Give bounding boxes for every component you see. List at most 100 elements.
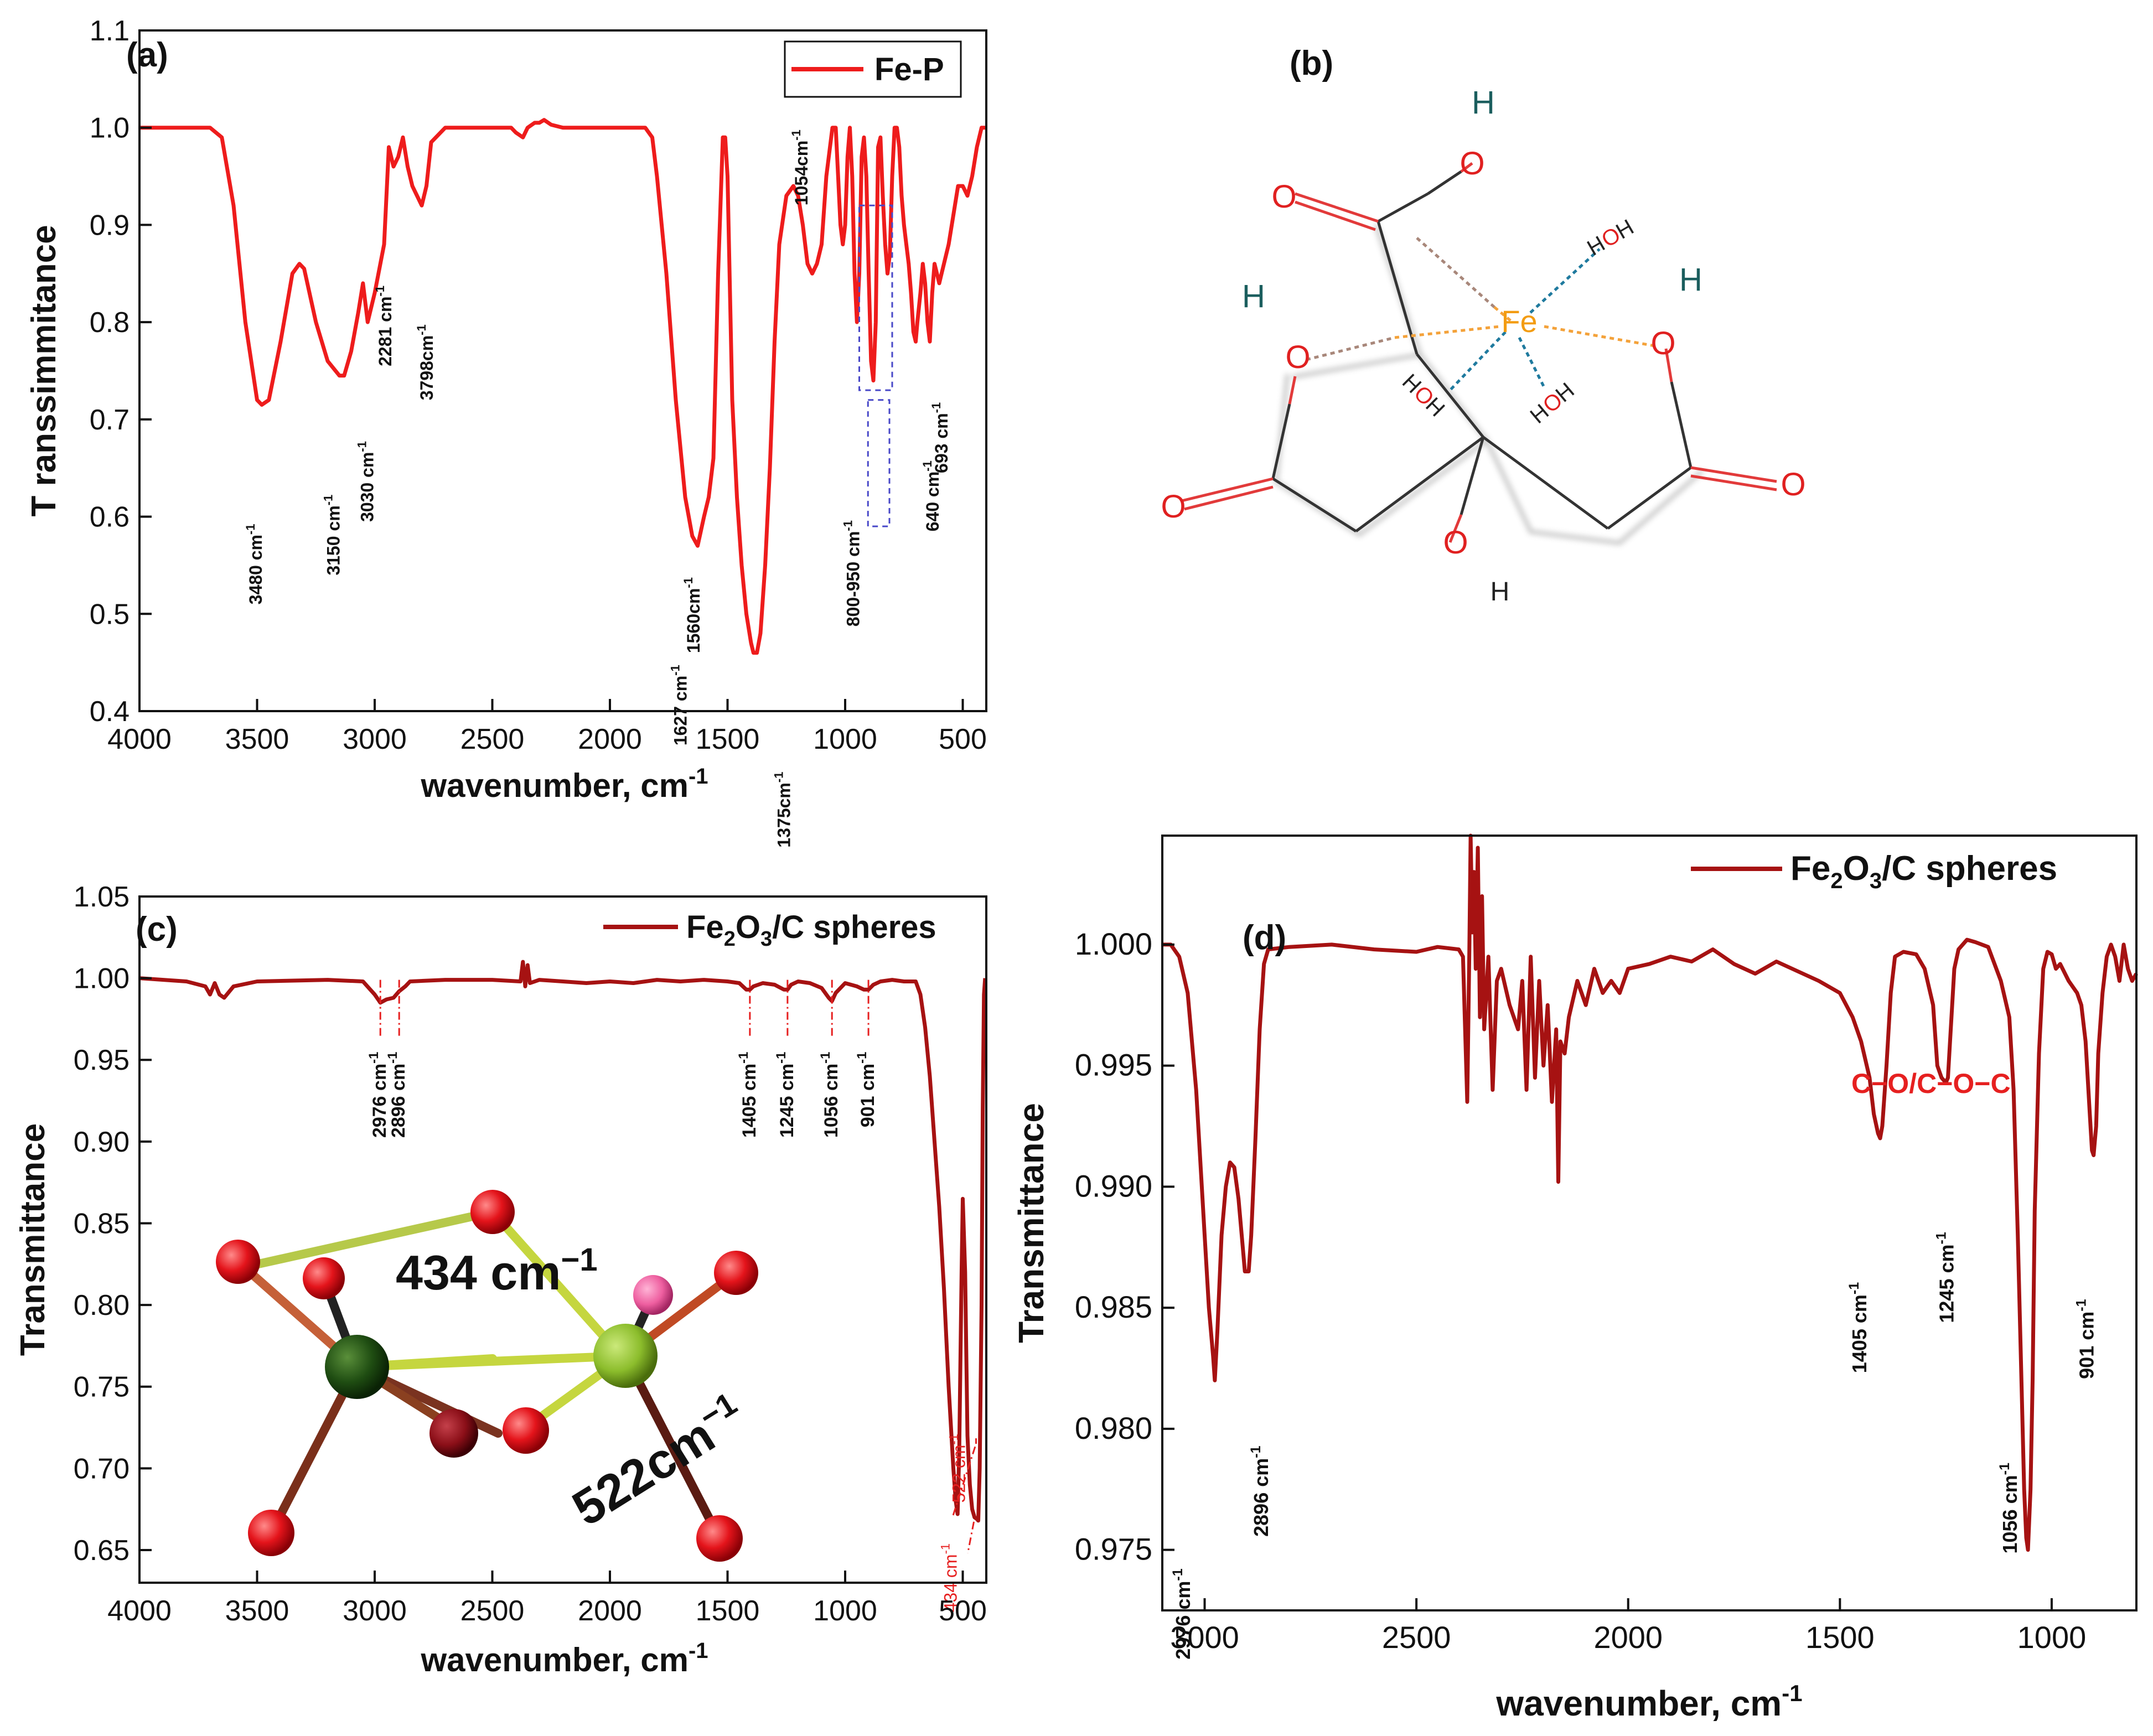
molecule-atoms: Fe H O O H O O H O O O H H O H H O H bbox=[1161, 85, 1805, 607]
x-tick-label: 1500 bbox=[1805, 1620, 1875, 1655]
y-tick-label: 0.7 bbox=[90, 404, 130, 436]
y-tick-label: 0.6 bbox=[90, 501, 130, 533]
x-tick-label: 2000 bbox=[1593, 1620, 1663, 1655]
inset-atom-fe bbox=[325, 1335, 389, 1399]
peak-label: 640 cm-1 bbox=[920, 460, 943, 531]
peak-label: 2896 cm-1 bbox=[1248, 1445, 1272, 1536]
y-tick-label: 0.75 bbox=[74, 1371, 130, 1403]
y-tick-label: 0.9 bbox=[90, 209, 130, 241]
peak-label: 800-950 cm-1 bbox=[841, 520, 863, 626]
panel-d-ylabel: Transmittance bbox=[1011, 1103, 1051, 1343]
panel-a-legend: Fe-P bbox=[784, 40, 962, 98]
water-1: H O H bbox=[1583, 215, 1638, 261]
panel-d-annotations: 2976 cm-1 2896 cm-1 1405 cm-1 1245 cm-1 1056… bbox=[1170, 1232, 2098, 1660]
y-tick-label: 1.0 bbox=[90, 112, 130, 144]
panel-a-frame bbox=[138, 29, 987, 712]
atom-o-bottom: O bbox=[1443, 525, 1468, 561]
peak-label: 901 cm-1 bbox=[855, 1051, 878, 1127]
x-tick-label: 3000 bbox=[343, 1595, 407, 1627]
y-tick-label: 0.8 bbox=[90, 307, 130, 339]
panel-a-annotations: 3480 cm-1 3150 cm-1 3030 cm-1 2281 cm-1 3798… bbox=[244, 129, 951, 847]
atom-h-bottom: H bbox=[1490, 577, 1510, 607]
panel-c-legend: Fe2O3/C spheres bbox=[603, 909, 936, 951]
y-tick-label: 0.990 bbox=[1075, 1168, 1152, 1203]
peak-label: 901 cm-1 bbox=[2074, 1299, 2098, 1379]
peak-label: 2976 cm-1 bbox=[366, 1051, 390, 1138]
x-tick-label: 2500 bbox=[1382, 1620, 1451, 1655]
x-tick-label: 2500 bbox=[460, 1595, 525, 1627]
x-tick-label: 500 bbox=[939, 723, 987, 755]
peak-label: 2281 cm-1 bbox=[373, 286, 395, 366]
molecule-carbonyl-bonds bbox=[1181, 162, 1777, 543]
panel-d-red-annotation: C−O/C−O−C bbox=[1851, 1068, 2011, 1099]
atom-h-left: H bbox=[1242, 278, 1265, 314]
panel-c-inset-structure: 434 cm−1 522cm−1 bbox=[216, 1190, 758, 1562]
atom-o-right: O bbox=[1650, 325, 1675, 361]
molecule-shadow bbox=[1274, 224, 1704, 546]
atom-o-carbonyl-1: O bbox=[1271, 179, 1296, 215]
inset-atom-o bbox=[216, 1240, 260, 1284]
atom-o-left: O bbox=[1285, 339, 1310, 375]
atom-h-right: H bbox=[1679, 262, 1702, 298]
panel-c-y-tick-labels: 0.65 0.70 0.75 0.80 0.85 0.90 0.95 1.00 1.05 bbox=[74, 881, 152, 1567]
atom-o-carbonyl-3: O bbox=[1781, 467, 1805, 502]
x-tick-label: 3500 bbox=[225, 723, 289, 755]
peak-label: 1245 cm-1 bbox=[1933, 1232, 1958, 1323]
y-tick-label: 0.975 bbox=[1075, 1532, 1152, 1567]
inset-atom-o bbox=[714, 1251, 758, 1295]
panel-c-label: (c) bbox=[136, 910, 178, 949]
x-tick-label: 1000 bbox=[813, 1595, 877, 1627]
peak-label: 3030 cm-1 bbox=[355, 441, 377, 522]
atom-o-top: O bbox=[1460, 146, 1484, 182]
panel-b-molecule: (b) bbox=[1161, 44, 1805, 607]
panel-c-ylabel: Transmittance bbox=[14, 1123, 52, 1356]
panel-c-xlabel: wavenumber, cm-1 bbox=[420, 1639, 708, 1678]
molecule-bonds bbox=[1271, 170, 1693, 533]
inset-label-522: 522cm−1 bbox=[561, 1386, 755, 1537]
panel-d-label: (d) bbox=[1243, 919, 1286, 957]
inset-atom-o bbox=[248, 1510, 294, 1556]
x-tick-label: 4000 bbox=[107, 1595, 172, 1627]
panel-d-frame bbox=[1161, 835, 2138, 1611]
x-tick-label: 3500 bbox=[225, 1595, 289, 1627]
y-tick-label: 0.995 bbox=[1075, 1048, 1152, 1082]
x-tick-label: 3000 bbox=[1170, 1620, 1239, 1655]
x-tick-label: 2000 bbox=[578, 723, 642, 755]
x-tick-label: 2500 bbox=[460, 723, 525, 755]
y-tick-label: 0.5 bbox=[90, 598, 130, 630]
x-tick-label: 500 bbox=[939, 1595, 987, 1627]
y-tick-label: 1.05 bbox=[74, 881, 130, 913]
panel-a-y-tick-labels: 0.4 0.5 0.6 0.7 0.8 0.9 1.0 1.1 bbox=[90, 15, 152, 728]
panel-d-legend: Fe2O3/C spheres bbox=[1691, 849, 2057, 893]
panel-a-label: (a) bbox=[126, 36, 168, 74]
panel-a-highlight-label-box bbox=[867, 399, 891, 527]
water-2: H O H bbox=[1398, 370, 1450, 422]
panel-a-x-tick-labels: 4000 3500 3000 2500 2000 1500 1000 500 bbox=[107, 699, 987, 755]
panel-c-series-line bbox=[139, 960, 987, 1523]
y-tick-label: 0.70 bbox=[74, 1453, 130, 1485]
y-tick-label: 0.80 bbox=[74, 1289, 130, 1322]
y-tick-label: 0.4 bbox=[90, 696, 130, 728]
y-tick-label: 0.95 bbox=[74, 1044, 130, 1076]
panel-d-chart: 2976 cm-1 2896 cm-1 1405 cm-1 1245 cm-1 1056… bbox=[1011, 833, 2139, 1723]
peak-label: 3798cm-1 bbox=[415, 324, 437, 400]
peak-label: 1405 cm-1 bbox=[1846, 1282, 1871, 1373]
peak-label: 1405 cm-1 bbox=[736, 1051, 760, 1138]
peak-label: 1627 cm-1 bbox=[669, 665, 691, 745]
inset-atom-o bbox=[696, 1515, 743, 1562]
molecule-coordination-bonds bbox=[1306, 237, 1655, 391]
legend-c-label: Fe2O3/C spheres bbox=[686, 909, 936, 951]
peak-label: 1375cm-1 bbox=[772, 772, 794, 848]
panel-b-label: (b) bbox=[1290, 44, 1333, 82]
inset-atom-o bbox=[633, 1275, 673, 1315]
panel-c-x-tick-labels: 4000 3500 3000 2500 2000 1500 1000 500 bbox=[107, 1571, 987, 1627]
inset-atom-o bbox=[303, 1257, 345, 1299]
atom-o-carbonyl-2: O bbox=[1161, 489, 1186, 525]
y-tick-label: 0.90 bbox=[74, 1126, 130, 1158]
x-tick-label: 1000 bbox=[813, 723, 877, 755]
x-tick-label: 4000 bbox=[107, 723, 172, 755]
peak-label: 1056 cm-1 bbox=[1997, 1463, 2021, 1553]
